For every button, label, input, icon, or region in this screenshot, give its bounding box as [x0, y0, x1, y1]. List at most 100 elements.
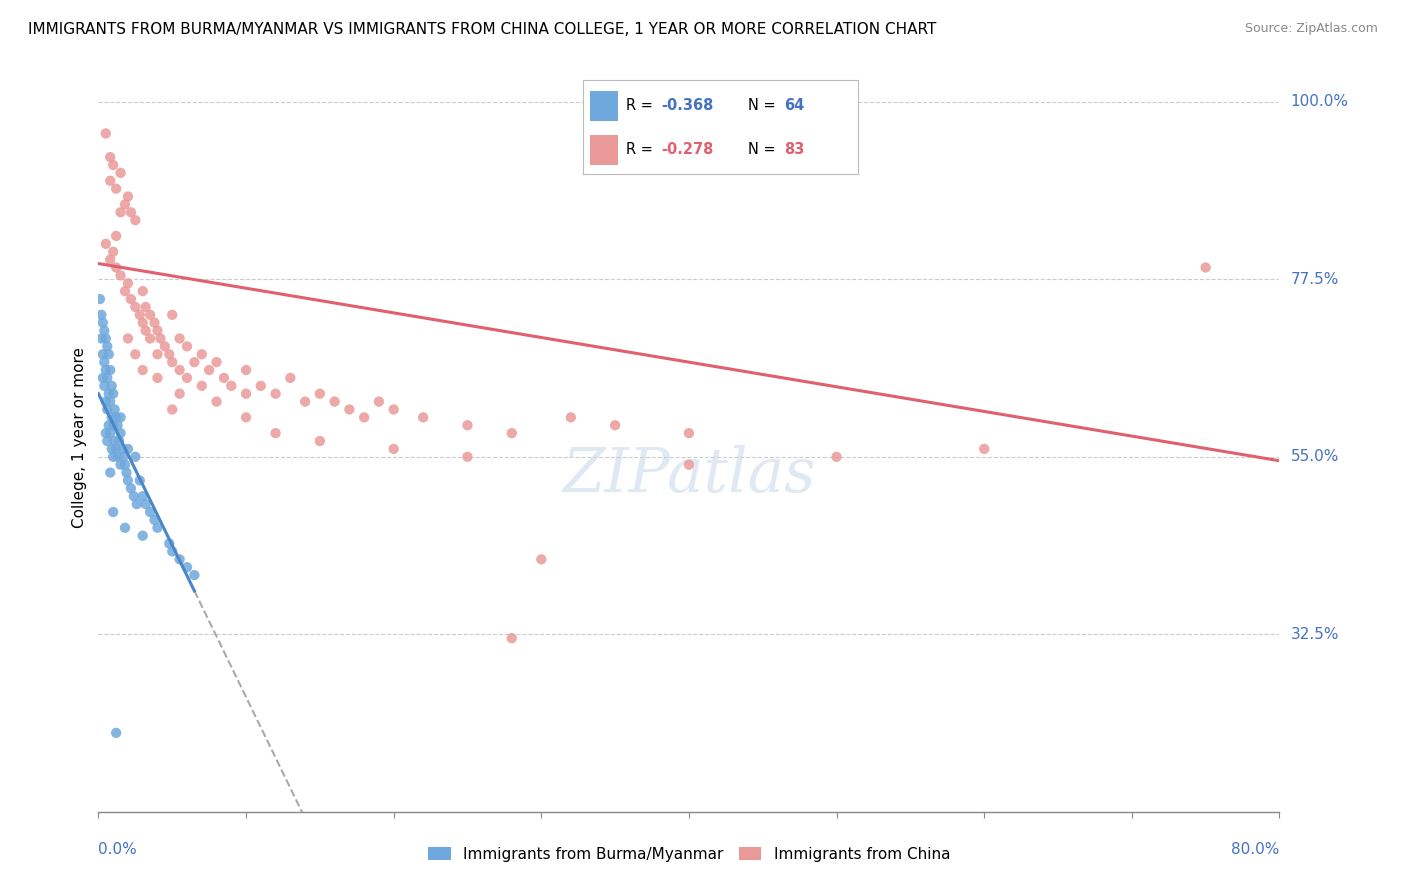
Point [94, 426, 117, 441]
Point [162, 402, 183, 417]
Point [176, 339, 198, 353]
Point [309, 386, 332, 401]
Point [973, 442, 995, 456]
Point [94, 331, 117, 345]
Point [135, 300, 157, 314]
Point [1195, 260, 1218, 275]
Point [100, 442, 122, 456]
Text: 83: 83 [783, 142, 804, 157]
Y-axis label: College, 1 year or more: College, 1 year or more [72, 347, 87, 527]
Point [353, 410, 375, 425]
Point [323, 394, 346, 409]
Point [143, 316, 166, 330]
Point [135, 324, 157, 338]
Point [110, 205, 132, 219]
Point [280, 371, 302, 385]
Text: 100.0%: 100.0% [1291, 95, 1348, 110]
Text: R =: R = [626, 142, 658, 157]
Point [169, 331, 191, 345]
Point [103, 450, 125, 464]
Point [162, 355, 183, 369]
Point [124, 300, 146, 314]
Point [96, 371, 118, 385]
Point [235, 386, 257, 401]
Point [105, 181, 128, 195]
Point [114, 458, 136, 472]
Point [162, 544, 183, 558]
Point [169, 386, 191, 401]
Point [103, 505, 125, 519]
Point [97, 386, 120, 401]
Point [149, 331, 172, 345]
Text: R =: R = [626, 98, 658, 113]
Point [114, 197, 136, 211]
Point [94, 363, 117, 377]
Point [107, 450, 129, 464]
Text: 64: 64 [783, 98, 804, 113]
Point [605, 418, 627, 433]
Point [91, 316, 114, 330]
Point [105, 229, 128, 244]
Point [382, 402, 405, 417]
Point [183, 355, 205, 369]
Point [90, 331, 112, 345]
Point [105, 410, 128, 425]
Point [98, 150, 121, 164]
Point [94, 394, 117, 409]
Point [90, 308, 112, 322]
Point [221, 379, 243, 393]
Point [91, 347, 114, 361]
Point [120, 292, 142, 306]
Point [125, 497, 148, 511]
Point [560, 410, 582, 425]
Point [98, 426, 121, 441]
Point [191, 347, 214, 361]
Point [124, 450, 146, 464]
Bar [591, 135, 617, 164]
Point [120, 481, 142, 495]
Point [191, 379, 214, 393]
Point [117, 277, 139, 291]
Point [93, 355, 115, 369]
Point [128, 474, 150, 488]
Point [146, 371, 169, 385]
Point [110, 268, 132, 283]
Point [93, 379, 115, 393]
Point [108, 434, 131, 448]
Point [368, 394, 391, 409]
Point [146, 521, 169, 535]
Point [103, 386, 125, 401]
Point [132, 489, 155, 503]
Point [153, 339, 176, 353]
Point [198, 363, 221, 377]
Point [264, 386, 287, 401]
Point [110, 166, 132, 180]
Text: 0.0%: 0.0% [98, 842, 138, 857]
Point [157, 347, 180, 361]
Point [128, 308, 150, 322]
Point [501, 631, 523, 645]
Point [114, 284, 136, 298]
Point [114, 521, 136, 535]
Point [110, 458, 132, 472]
Point [264, 426, 287, 441]
Point [139, 505, 162, 519]
Point [132, 316, 155, 330]
Point [825, 450, 848, 464]
Point [235, 363, 257, 377]
Point [98, 363, 121, 377]
Point [212, 371, 235, 385]
Text: N =: N = [748, 142, 780, 157]
Text: 77.5%: 77.5% [1291, 272, 1339, 287]
Point [530, 552, 553, 566]
Point [183, 568, 205, 582]
Point [143, 513, 166, 527]
Point [96, 339, 118, 353]
Text: -0.368: -0.368 [662, 98, 714, 113]
Point [457, 418, 479, 433]
Point [235, 410, 257, 425]
Point [105, 260, 128, 275]
Text: IMMIGRANTS FROM BURMA/MYANMAR VS IMMIGRANTS FROM CHINA COLLEGE, 1 YEAR OR MORE C: IMMIGRANTS FROM BURMA/MYANMAR VS IMMIGRA… [28, 22, 936, 37]
Point [105, 442, 128, 456]
Point [132, 529, 155, 543]
